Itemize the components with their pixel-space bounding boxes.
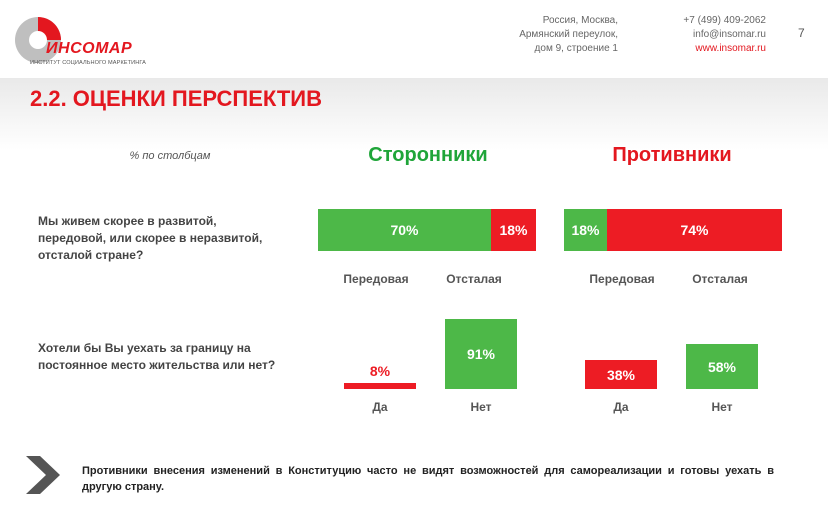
bar-q2-supporters-1: 91% <box>445 319 517 389</box>
bar-q2-opponents-1: 58% <box>686 344 758 389</box>
category-label-q1-opponents-0: Передовая <box>589 272 655 286</box>
bar-q1-opponents-0: 18% <box>564 209 607 251</box>
page-number: 7 <box>798 26 805 40</box>
bar-q2-opponents-0: 38% <box>585 360 657 389</box>
category-label-q1-supporters-1: Отсталая <box>446 272 502 286</box>
category-label-q2-opponents-0: Да <box>613 400 629 414</box>
chevron-right-icon <box>26 456 60 494</box>
bar-q2-supporters-0 <box>344 383 416 389</box>
question-1: Мы живем скорее в развитой, передовой, и… <box>38 214 263 262</box>
logo-graphic <box>15 17 61 63</box>
address-line-2: Армянский переулок, <box>519 29 618 40</box>
contacts-block: +7 (499) 409-2062 info@insomar.ru www.in… <box>640 14 766 56</box>
bar-q1-opponents-1: 74% <box>607 209 782 251</box>
category-label-q1-supporters-0: Передовая <box>343 272 409 286</box>
bar-q1-supporters-0: 70% <box>318 209 491 251</box>
header-gradient-band <box>0 78 828 150</box>
address-line-3: дом 9, строение 1 <box>534 43 618 54</box>
address-block: Россия, Москва, Армянский переулок, дом … <box>470 14 618 56</box>
category-label-q2-opponents-1: Нет <box>711 400 733 414</box>
insomar-logo: ИНСОМАР ИНСТИТУТ СОЦИАЛЬНОГО МАРКЕТИНГА <box>12 4 152 70</box>
group-title-opponents: Противники <box>612 144 732 166</box>
category-label-q1-opponents-1: Отсталая <box>692 272 748 286</box>
question-2: Хотели бы Вы уехать за границу на постоя… <box>38 341 276 372</box>
group-title-supporters: Сторонники <box>368 144 488 166</box>
percent-note: % по столбцам <box>129 150 211 162</box>
logo-subtitle: ИНСТИТУТ СОЦИАЛЬНОГО МАРКЕТИНГА <box>30 60 146 66</box>
bar-q1-supporters-1: 18% <box>491 209 536 251</box>
category-label-q2-supporters-1: Нет <box>470 400 492 414</box>
page-title: 2.2. ОЦЕНКИ ПЕРСПЕКТИВ <box>30 86 323 111</box>
value-label-q2-supporters-0: 8% <box>369 363 391 379</box>
footer-conclusion: Противники внесения изменений в Конститу… <box>82 465 774 493</box>
website-link[interactable]: www.insomar.ru <box>695 43 766 54</box>
category-label-q2-supporters-0: Да <box>372 400 388 414</box>
phone: +7 (499) 409-2062 <box>683 15 766 26</box>
email: info@insomar.ru <box>693 29 766 40</box>
logo-name: ИНСОМАР <box>46 40 133 57</box>
address-line-1: Россия, Москва, <box>542 15 618 26</box>
